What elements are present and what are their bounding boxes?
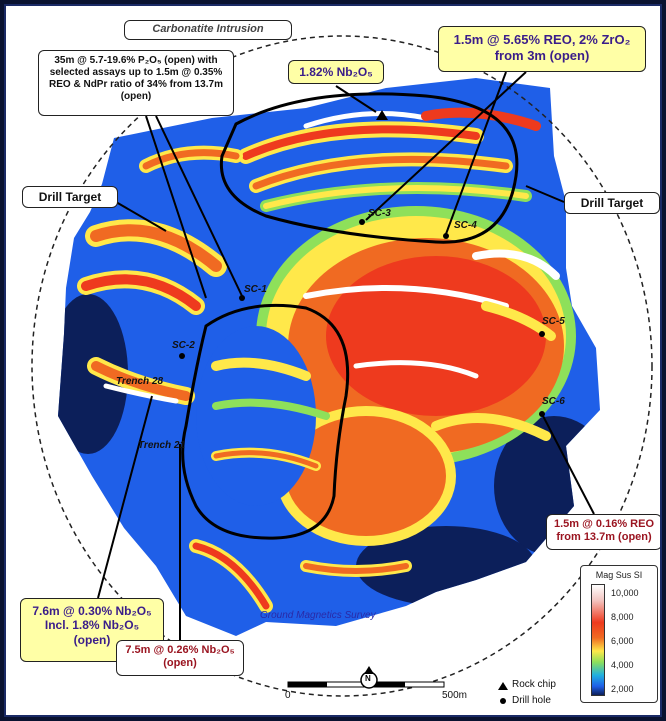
survey-area [58,78,600,636]
intrusion-label: Carbonatite Intrusion [124,20,292,40]
map-frame: Carbonatite Intrusion 35m @ 5.7-19.6% P₂… [4,4,662,717]
drill-hole-sc2 [179,353,185,359]
callout-sc6: 1.5m @ 0.16% REO from 13.7m (open) [546,514,660,550]
scale-start: 0 [285,690,291,701]
legend-tick: 4,000 [611,660,634,670]
legend-tick: 10,000 [611,588,639,598]
label-sc1: SC-1 [244,284,267,295]
legend-color-bar [591,584,605,696]
legend-tick: 8,000 [611,612,634,622]
drill-hole-sc4 [443,233,449,239]
north-arrow [360,666,378,689]
drill-hole-sc5 [539,331,545,337]
label-sc6: SC-6 [542,396,565,407]
drill-hole-markers [179,219,545,417]
callout-nb-rockchip: 1.82% Nb₂O₅ [288,60,384,84]
drill-hole-sc6 [539,411,545,417]
legend-title: Mag Sus SI [595,570,643,580]
key-rock-chip-label: Rock chip [512,679,556,690]
label-sc3: SC-3 [368,208,391,219]
callout-trench21: 7.5m @ 0.26% Nb₂O₅ (open) [116,640,244,676]
leader-lines [97,71,595,640]
drill-target-left-label: Drill Target [22,186,118,208]
key-drill-hole-symbol [500,698,506,704]
drill-target-north-outline [219,92,519,244]
survey-label: Ground Magnetics Survey [260,610,376,621]
label-sc5: SC-5 [542,316,565,327]
drill-target-right-label: Drill Target [564,192,660,214]
legend-tick: 2,000 [611,684,634,694]
drill-hole-sc1 [239,295,245,301]
north-label: N [365,674,371,683]
rock-chip-marker [376,110,388,120]
legend: Mag Sus SI 10,000 8,000 6,000 4,000 2,00… [580,565,658,703]
drill-target-west-outline [181,303,350,540]
legend-tick: 6,000 [611,636,634,646]
label-sc2: SC-2 [172,340,195,351]
label-trench28: Trench 28 [116,376,164,387]
callout-reo-zr: 1.5m @ 5.65% REO, 2% ZrO₂ from 3m (open) [438,26,646,72]
magnetics-map [31,35,653,704]
scale-end: 500m [442,690,468,701]
key-rock-chip-symbol [498,682,508,690]
label-trench21: Trench 21 [138,440,186,451]
callout-trench28: 7.6m @ 0.30% Nb₂O₅ Incl. 1.8% Nb₂O₅ (ope… [20,598,164,662]
callout-p2o5: 35m @ 5.7-19.6% P₂O₅ (open) with selecte… [38,50,234,116]
key-drill-hole-label: Drill hole [512,695,551,706]
drill-hole-sc3 [359,219,365,225]
intrusion-boundary [31,35,653,697]
label-sc4: SC-4 [454,220,477,231]
